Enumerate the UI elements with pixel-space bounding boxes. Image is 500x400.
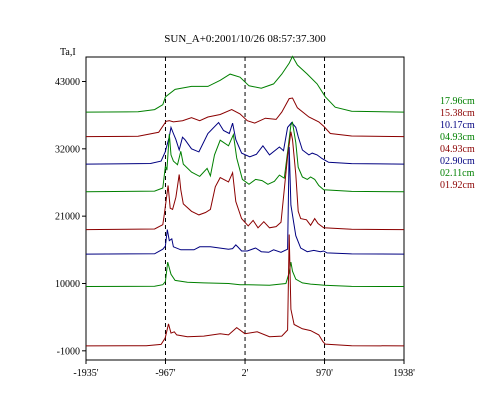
- legend-entry: 02.11cm: [440, 168, 475, 179]
- y-tick-label: 10000: [55, 279, 80, 290]
- x-tick-label: 2': [242, 368, 249, 379]
- x-tick-label: -967': [155, 368, 175, 379]
- series-line-1: [85, 97, 405, 138]
- x-tick-label: 970': [316, 368, 333, 379]
- legend-entry: 01.92cm: [440, 180, 475, 191]
- legend-entry: 04.93cm: [440, 132, 475, 143]
- series-line-4: [85, 131, 405, 231]
- series-line-0: [85, 55, 405, 113]
- series-line-2: [85, 121, 405, 165]
- series-line-3: [85, 121, 405, 193]
- y-tick-label: 43000: [55, 77, 80, 88]
- x-tick-label: -1935': [73, 368, 98, 379]
- legend-entry: 17.96cm: [440, 96, 475, 107]
- legend-entry: 02.90cm: [440, 156, 475, 167]
- y-axis-label: Ta,I: [60, 47, 76, 58]
- y-tick-label: -1000: [57, 346, 80, 357]
- x-axis: -1935' -967' 2' 970' 1938': [73, 360, 415, 379]
- chart-title: SUN_A+0:2001/10/26 08:57:37.300: [164, 33, 326, 45]
- series-line-6: [85, 261, 405, 287]
- series-line-5: [85, 146, 405, 255]
- y-tick-label: 21000: [55, 212, 80, 223]
- series-group: [85, 55, 405, 347]
- x-tick-label: 1938': [393, 368, 415, 379]
- vertical-guides: [164, 57, 326, 360]
- legend-entry: 04.93cm: [440, 144, 475, 155]
- legend-entry: 15.38cm: [440, 108, 475, 119]
- series-line-7: [85, 234, 405, 347]
- legend-entry: 10.17cm: [440, 120, 475, 131]
- y-axis: 43000 32000 21000 10000 -1000: [55, 77, 86, 357]
- legend: 17.96cm15.38cm10.17cm04.93cm04.93cm02.90…: [440, 96, 475, 191]
- y-tick-label: 32000: [55, 144, 80, 155]
